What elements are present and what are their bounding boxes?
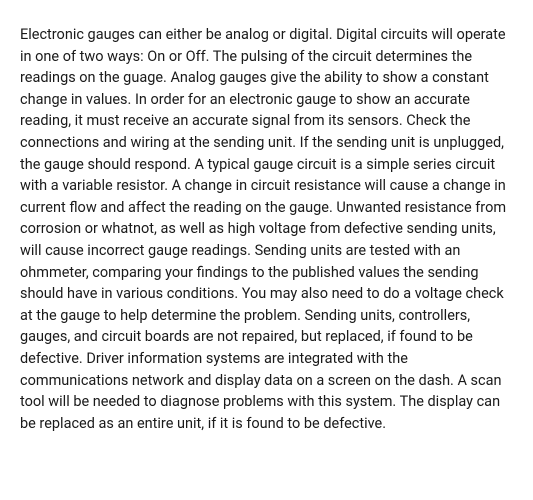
body-paragraph: Electronic gauges can either be analog o… [20, 24, 513, 434]
